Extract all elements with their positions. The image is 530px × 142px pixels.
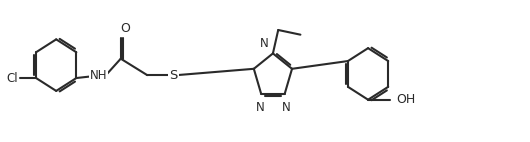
Text: S: S — [170, 69, 178, 82]
Text: N: N — [255, 101, 264, 114]
Text: NH: NH — [90, 69, 107, 82]
Text: OH: OH — [396, 93, 416, 106]
Text: Cl: Cl — [6, 72, 17, 84]
Text: O: O — [120, 22, 130, 35]
Text: N: N — [281, 101, 290, 114]
Text: N: N — [260, 37, 269, 51]
